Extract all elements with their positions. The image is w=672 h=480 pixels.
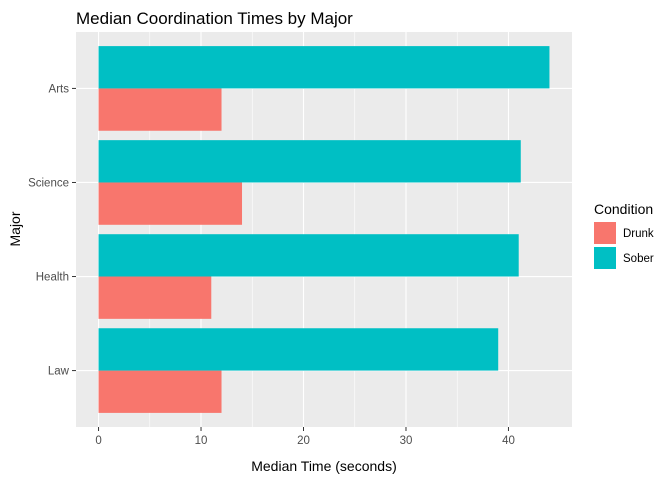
bar-sober bbox=[98, 234, 519, 277]
legend-key-sober bbox=[594, 247, 616, 269]
y-axis: Law Health Science Arts bbox=[28, 83, 76, 378]
x-tick-label: 0 bbox=[95, 435, 101, 447]
bar-sober bbox=[98, 328, 499, 371]
y-tick-label: Science bbox=[28, 177, 69, 189]
x-tick-label: 30 bbox=[400, 435, 413, 447]
bar-sober bbox=[98, 140, 521, 183]
legend-label: Sober bbox=[623, 253, 654, 265]
bar-drunk bbox=[98, 276, 212, 319]
y-tick-label: Arts bbox=[49, 83, 70, 95]
bar-drunk bbox=[98, 88, 222, 131]
legend-label: Drunk bbox=[623, 228, 654, 240]
bar-sober bbox=[98, 46, 550, 89]
x-axis: 0 10 20 30 40 bbox=[95, 427, 515, 447]
legend-key-drunk bbox=[594, 222, 616, 244]
y-axis-title: Major bbox=[7, 211, 23, 246]
x-tick-label: 40 bbox=[502, 435, 515, 447]
chart-title: Median Coordination Times by Major bbox=[76, 9, 353, 28]
bar-drunk bbox=[98, 370, 222, 413]
bars bbox=[98, 46, 550, 413]
bar-drunk bbox=[98, 182, 243, 225]
x-tick-label: 10 bbox=[195, 435, 208, 447]
x-axis-title: Median Time (seconds) bbox=[251, 458, 397, 474]
y-tick-label: Law bbox=[48, 366, 70, 378]
legend: Condition Drunk Sober bbox=[594, 201, 654, 269]
legend-title: Condition bbox=[594, 201, 653, 217]
y-tick-label: Health bbox=[36, 272, 69, 284]
x-tick-label: 20 bbox=[297, 435, 310, 447]
